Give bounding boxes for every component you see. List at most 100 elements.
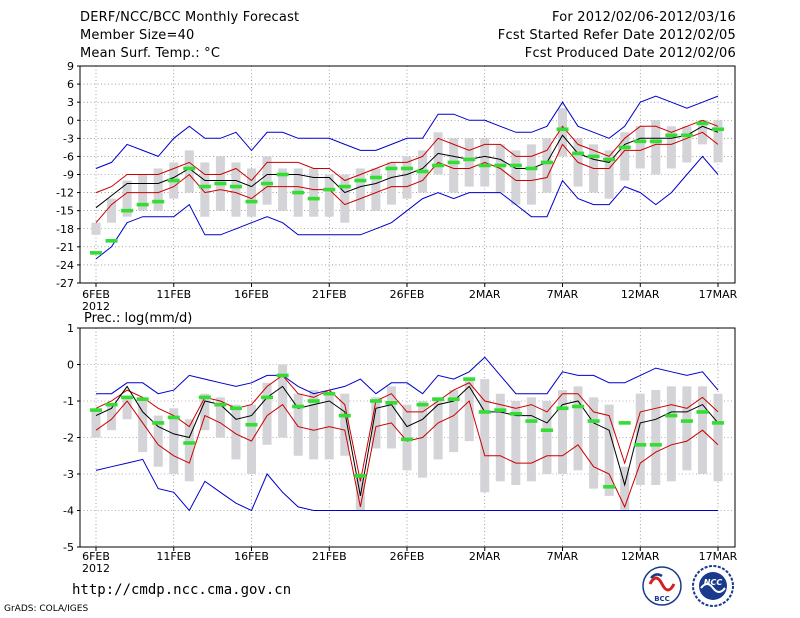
box-bar — [464, 138, 474, 187]
x-tick-label: 2MAR — [469, 288, 501, 301]
box-bar — [107, 404, 117, 431]
box-bar — [355, 168, 365, 211]
ncc-logo: NCC — [692, 565, 734, 607]
box-bar — [247, 404, 256, 474]
observation-marker — [696, 410, 709, 414]
x-tick-label: 2MAR — [469, 550, 501, 563]
observation-marker — [385, 401, 398, 405]
y-tick-label: -5 — [63, 541, 74, 554]
box-bar — [200, 393, 210, 431]
observation-marker — [416, 169, 429, 174]
y-tick-label: 9 — [67, 60, 74, 73]
observation-marker — [680, 133, 693, 138]
box-bar — [215, 397, 225, 438]
box-bar — [604, 404, 614, 496]
chart-title: DERF/NCC/BCC Monthly Forecast — [80, 10, 300, 25]
x-year-label: 2012 — [82, 300, 110, 313]
observation-marker — [214, 402, 227, 407]
box-bar — [449, 390, 459, 453]
y-tick-label: -3 — [63, 468, 74, 481]
box-bar — [184, 419, 194, 482]
box-bar — [278, 364, 288, 438]
box-bar — [558, 108, 567, 157]
observation-marker — [478, 163, 491, 168]
y-tick-label: -24 — [56, 259, 74, 272]
observation-marker — [152, 199, 165, 204]
box-bar — [635, 126, 645, 169]
observation-marker — [229, 184, 242, 189]
observation-marker — [276, 172, 289, 177]
observation-marker — [105, 402, 118, 407]
observation-marker — [618, 421, 631, 425]
x-tick-label: 26FEB — [390, 288, 425, 301]
member-size-label: Member Size=40 — [80, 28, 195, 43]
x-tick-label: 16FEB — [234, 550, 269, 563]
observation-marker — [292, 404, 305, 409]
box-bar — [91, 408, 101, 438]
box-bar — [651, 390, 661, 485]
observation-marker — [494, 408, 507, 412]
observation-marker — [354, 474, 367, 478]
box-bar — [402, 156, 412, 199]
box-bar — [184, 150, 194, 193]
box-bar — [200, 162, 210, 217]
upper-spread-line — [95, 119, 719, 194]
box-bar — [449, 138, 459, 193]
observation-marker — [649, 443, 662, 447]
x-tick-label: 16FEB — [234, 288, 269, 301]
observation-marker — [121, 395, 134, 400]
fcst-produced-label: Fcst Produced Date 2012/02/06 — [524, 46, 736, 61]
x-tick-label: 7MAR — [547, 288, 579, 301]
y-tick-label: -6 — [63, 150, 74, 163]
box-bar — [713, 120, 723, 163]
observation-marker — [463, 377, 476, 381]
y-tick-label: -9 — [63, 169, 74, 182]
precip-panel-title: Prec.: log(mm/d) — [84, 311, 192, 326]
min-line — [95, 458, 718, 512]
variable-label: Mean Surf. Temp.: °C — [80, 46, 221, 61]
mean-line — [95, 385, 719, 496]
observation-marker — [90, 251, 102, 255]
source-url[interactable]: http://cmdp.ncc.cma.gov.cn — [72, 582, 292, 598]
x-tick-label: 6FEB — [82, 550, 110, 563]
y-tick-label: -3 — [63, 132, 74, 145]
y-tick-label: 3 — [67, 96, 74, 109]
x-tick-label: 17MAR — [699, 288, 738, 301]
box-bar — [620, 466, 630, 511]
box-bar — [231, 162, 241, 217]
observation-marker — [463, 157, 476, 162]
box-bar — [293, 393, 303, 456]
observation-marker — [245, 199, 258, 204]
box-bar — [247, 168, 256, 217]
box-bar — [153, 415, 163, 467]
box-bar — [542, 401, 552, 474]
y-tick-label: -2 — [63, 432, 74, 445]
box-bar — [278, 168, 288, 211]
observation-marker — [385, 166, 398, 171]
box-bar — [511, 401, 521, 485]
box-bar — [122, 397, 132, 420]
box-bar — [666, 386, 676, 482]
box-bar — [480, 379, 490, 493]
y-tick-label: -27 — [56, 277, 74, 290]
observation-marker — [338, 184, 351, 189]
observation-marker — [121, 208, 134, 213]
box-bar — [635, 393, 645, 485]
observation-marker — [183, 166, 196, 171]
box-bar — [573, 386, 583, 471]
box-bar — [309, 390, 319, 460]
plot-frame — [79, 327, 736, 548]
box-bar — [402, 404, 412, 471]
forecast-range-label: For 2012/02/06-2012/03/16 — [552, 10, 736, 25]
box-bar — [418, 401, 428, 478]
x-tick-label: 6FEB — [82, 288, 110, 301]
max-line — [96, 356, 719, 395]
observation-marker — [261, 395, 274, 400]
observation-marker — [245, 422, 258, 427]
box-bar — [122, 180, 132, 217]
box-bar — [91, 222, 101, 235]
y-tick-label: -4 — [63, 505, 74, 518]
box-bar — [169, 408, 179, 474]
box-bar — [340, 393, 350, 456]
